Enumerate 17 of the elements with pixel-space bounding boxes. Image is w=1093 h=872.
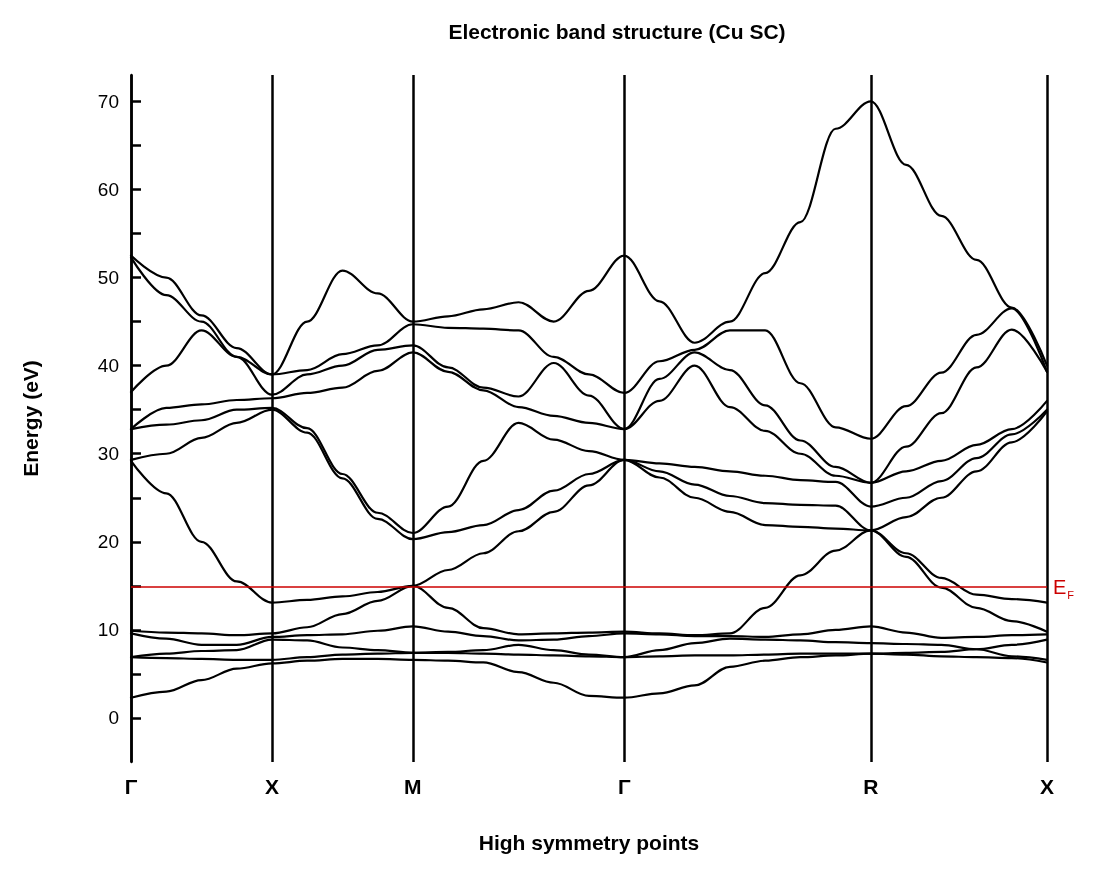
y-tick-label: 70 [97,90,119,112]
chart-title: Electronic band structure (Cu SC) [448,20,786,43]
y-tick-label: 10 [97,619,119,641]
y-tick-label: 0 [108,707,119,729]
y-tick-label: 30 [97,443,119,465]
x-tick-label: Γ [617,775,631,798]
y-tick-label: 20 [97,531,119,553]
y-tick-label: 50 [97,267,119,289]
y-tick-label: 40 [97,355,119,377]
y-axis-title: Energy (eV) [19,360,42,477]
x-axis-title: High symmetry points [478,831,700,854]
x-tick-label: R [863,775,879,798]
x-tick-label: X [1039,775,1055,798]
y-tick-label: 60 [97,179,119,200]
x-tick-label: M [404,775,422,798]
x-tick-label: X [264,775,279,798]
x-tick-label: Γ [124,775,138,798]
